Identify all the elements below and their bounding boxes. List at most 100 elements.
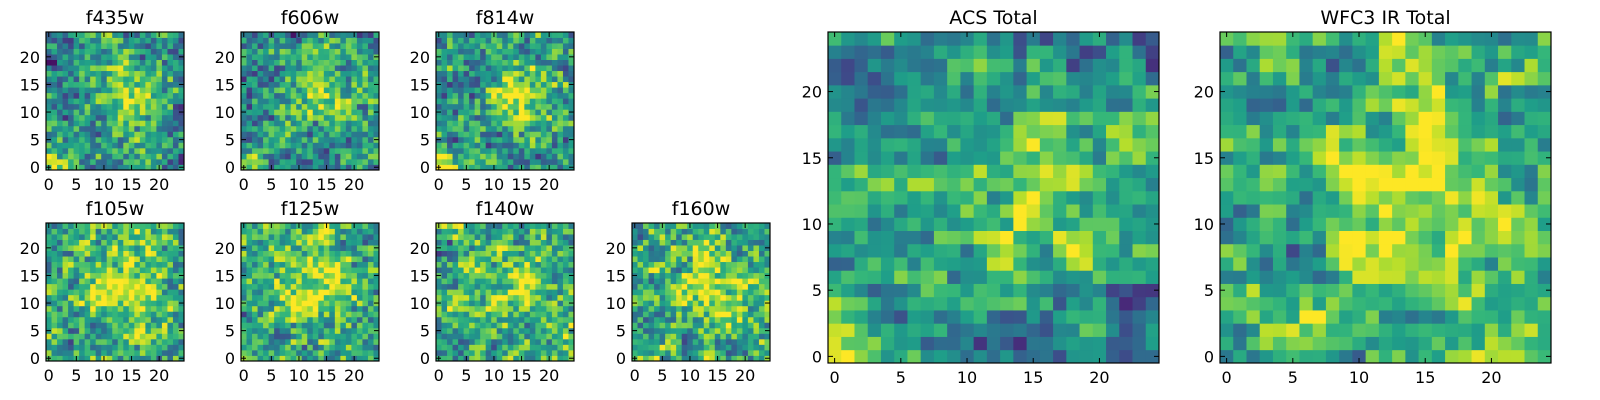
heatmap-cell xyxy=(469,65,476,72)
heatmap-cell xyxy=(95,81,102,88)
heatmap-cell xyxy=(1119,323,1133,337)
heatmap-cell xyxy=(345,256,352,263)
heatmap-cell xyxy=(323,65,330,72)
heatmap-cell xyxy=(79,59,86,66)
heatmap-cell xyxy=(496,87,503,94)
heatmap-cell xyxy=(507,272,514,279)
heatmap-cell xyxy=(279,300,286,307)
heatmap-cell xyxy=(312,349,319,356)
heatmap-cell xyxy=(502,98,509,105)
heatmap-cell xyxy=(150,289,157,296)
heatmap-cell xyxy=(1013,164,1027,179)
heatmap-cell xyxy=(351,267,358,274)
heatmap-cell xyxy=(274,70,281,77)
heatmap-cell xyxy=(241,147,247,154)
heatmap-cell xyxy=(648,283,655,290)
heatmap-cell xyxy=(246,245,253,251)
heatmap-cell xyxy=(551,239,558,246)
heatmap-cell xyxy=(241,234,247,240)
heatmap-cell xyxy=(933,270,948,284)
heatmap-cell xyxy=(529,289,536,296)
heatmap-cell xyxy=(161,76,168,83)
heatmap-cell xyxy=(1132,323,1147,337)
heatmap-cell xyxy=(62,311,69,318)
heatmap-cell xyxy=(557,223,564,229)
heatmap-cell xyxy=(698,322,705,329)
heatmap-cell xyxy=(51,272,58,279)
heatmap-cell xyxy=(95,70,102,77)
heatmap-cell xyxy=(112,76,119,83)
heatmap-cell xyxy=(714,305,721,312)
heatmap-cell xyxy=(551,103,558,110)
heatmap-cell xyxy=(637,239,644,246)
heatmap-cell xyxy=(1066,270,1080,284)
heatmap-cell xyxy=(681,305,688,312)
heatmap-cell xyxy=(329,349,336,356)
heatmap-cell xyxy=(557,81,564,88)
heatmap-cell xyxy=(1053,270,1067,284)
heatmap-cell xyxy=(441,54,448,60)
heatmap-cell xyxy=(637,228,644,235)
heatmap-cell xyxy=(458,223,464,229)
heatmap-cell xyxy=(106,256,113,263)
heatmap-cell xyxy=(502,92,509,99)
heatmap-cell xyxy=(436,125,442,132)
heatmap-cell xyxy=(546,322,553,329)
heatmap-cell xyxy=(334,87,341,94)
heatmap-cell xyxy=(568,87,575,94)
heatmap-cell xyxy=(134,164,141,171)
heatmap-cell xyxy=(524,87,531,94)
heatmap-cell xyxy=(731,272,738,279)
heatmap-cell xyxy=(106,59,113,66)
heatmap-cell xyxy=(145,228,152,235)
heatmap-cell xyxy=(167,158,174,165)
heatmap-cell xyxy=(274,327,281,334)
heatmap-cell xyxy=(312,267,319,274)
heatmap-cell xyxy=(178,223,185,229)
heatmap-cell xyxy=(95,228,102,235)
heatmap-cell xyxy=(252,54,258,60)
heatmap-cell xyxy=(241,125,247,132)
heatmap-cell xyxy=(436,120,442,127)
heatmap-cell xyxy=(307,142,314,149)
heatmap-cell xyxy=(676,316,683,323)
heatmap-cell xyxy=(1026,257,1041,271)
heatmap-cell xyxy=(90,65,97,72)
heatmap-cell xyxy=(524,125,531,132)
heatmap-cell xyxy=(524,114,531,121)
heatmap-cell xyxy=(933,177,948,192)
heatmap-cell xyxy=(241,289,247,296)
heatmap-cell xyxy=(540,289,547,296)
heatmap-cell xyxy=(362,103,369,110)
heatmap-cell xyxy=(112,120,119,127)
heatmap-cell xyxy=(463,228,470,235)
heatmap-cell xyxy=(128,228,135,235)
heatmap-cell xyxy=(736,294,743,301)
heatmap-cell xyxy=(301,76,308,83)
heatmap-cell xyxy=(68,239,74,246)
heatmap-cell xyxy=(447,131,453,138)
heatmap-cell xyxy=(279,272,286,279)
heatmap-cell xyxy=(709,349,716,356)
heatmap-cell xyxy=(106,37,113,44)
heatmap-cell xyxy=(340,289,347,296)
heatmap-cell xyxy=(637,289,644,296)
heatmap-cell xyxy=(57,158,63,165)
heatmap-cell xyxy=(285,87,292,94)
heatmap-cell xyxy=(524,239,531,246)
heatmap-cell xyxy=(178,311,185,318)
heatmap-cell xyxy=(156,333,163,340)
heatmap-cell xyxy=(513,70,520,77)
heatmap-cell xyxy=(452,228,459,235)
heatmap-cell xyxy=(518,147,525,154)
heatmap-cell xyxy=(720,355,727,362)
heatmap-cell xyxy=(334,43,341,49)
heatmap-cell xyxy=(95,142,102,149)
heatmap-cell xyxy=(84,70,91,77)
heatmap-cell xyxy=(973,283,988,298)
heatmap-cell xyxy=(161,120,168,127)
heatmap-cell xyxy=(172,92,179,99)
heatmap-cell xyxy=(62,164,69,171)
heatmap-cell xyxy=(643,300,649,307)
